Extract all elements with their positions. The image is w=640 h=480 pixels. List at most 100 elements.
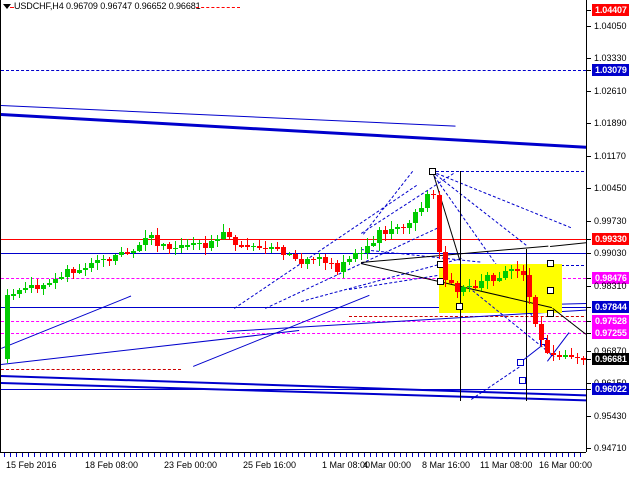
candle-wick [127, 248, 128, 256]
level-red-dash-mid [349, 316, 586, 317]
marker-box-mid[interactable] [547, 287, 554, 294]
candle-wick [451, 273, 452, 285]
time-tick [544, 453, 545, 457]
time-tick [196, 453, 197, 457]
time-tick [178, 453, 179, 457]
candle-wick [61, 272, 62, 281]
time-tick [214, 453, 215, 457]
time-tick [286, 453, 287, 457]
candle-body [371, 243, 376, 247]
time-tick [376, 453, 377, 457]
time-tick [274, 453, 275, 457]
title-dash-left [10, 7, 14, 8]
marker-box-left[interactable] [437, 278, 444, 285]
level-0.97255 [1, 333, 586, 334]
candle-body [185, 245, 190, 247]
time-tick [154, 453, 155, 457]
marker-low-left[interactable] [456, 303, 463, 310]
time-tick [334, 453, 335, 457]
time-tick [238, 453, 239, 457]
candle-body [479, 281, 484, 288]
time-tick [346, 453, 347, 457]
price-tick [587, 188, 591, 189]
time-tick [58, 453, 59, 457]
candle-body [569, 354, 574, 357]
candle-body [167, 244, 172, 250]
candle-wick [499, 271, 500, 283]
candle-wick [247, 237, 248, 251]
time-tick [532, 453, 533, 457]
time-tick [148, 453, 149, 457]
candle-body [467, 285, 472, 288]
time-tick [412, 453, 413, 457]
price-tick [587, 448, 591, 449]
marker-peak[interactable] [429, 168, 436, 175]
marker-forecast-2[interactable] [519, 377, 526, 384]
black-vertical-drop [460, 171, 461, 401]
time-tick [382, 453, 383, 457]
time-tick [472, 453, 473, 457]
title-dash-right [196, 7, 240, 8]
candle-body [503, 270, 508, 278]
marker-box-br[interactable] [547, 310, 554, 317]
candle-wick [199, 239, 200, 251]
time-axis-line [0, 452, 586, 453]
candle-body [65, 269, 70, 277]
time-tick [28, 453, 29, 457]
candle-body [287, 253, 292, 256]
chart-title: USDCHF,H4 0.96709 0.96747 0.96652 0.9668… [14, 1, 201, 11]
candle-body [425, 193, 430, 208]
candle-body [395, 226, 400, 229]
time-tick [502, 453, 503, 457]
candle-body [461, 287, 466, 293]
ascending-trend-1 [1, 330, 300, 365]
forecast-leg-4 [471, 366, 520, 400]
candle-body [305, 258, 310, 265]
marker-forecast-1[interactable] [517, 359, 524, 366]
price-tick [587, 70, 591, 71]
time-tick [352, 453, 353, 457]
marker-box-tr[interactable] [547, 260, 554, 267]
time-tick [250, 453, 251, 457]
price-label-0.96870: 0.96870 [594, 346, 627, 356]
time-tick [16, 453, 17, 457]
time-tick [370, 453, 371, 457]
candle-wick [313, 256, 314, 264]
time-tick [46, 453, 47, 457]
time-tick [172, 453, 173, 457]
price-label-1.00450: 1.00450 [594, 183, 627, 193]
candle-body [557, 355, 562, 358]
time-tick [484, 453, 485, 457]
candle-body [23, 288, 28, 290]
candle-body [377, 229, 382, 244]
time-tick [520, 453, 521, 457]
price-label-1.02610: 1.02610 [594, 86, 627, 96]
candle-body [491, 274, 496, 281]
time-tick [112, 453, 113, 457]
time-tick [460, 453, 461, 457]
time-tick [160, 453, 161, 457]
collapse-caret-icon[interactable] [3, 4, 11, 9]
time-tick [358, 453, 359, 457]
candle-body [509, 268, 514, 271]
candle-wick [103, 255, 104, 267]
candle-body [197, 242, 202, 245]
candle-body [335, 263, 340, 272]
time-tick [508, 453, 509, 457]
candle-body [329, 262, 334, 265]
level-0.97528 [1, 321, 586, 322]
time-tick [142, 453, 143, 457]
candle-body [407, 223, 412, 229]
time-tick [88, 453, 89, 457]
price-tick [587, 253, 591, 254]
candle-body [359, 252, 364, 255]
time-label: 11 Mar 08:00 [480, 460, 533, 470]
candle-body [275, 247, 280, 249]
candle-body [71, 269, 76, 273]
candle-body [179, 245, 184, 248]
candle-body [455, 282, 460, 293]
time-tick [52, 453, 53, 457]
time-tick [538, 453, 539, 457]
time-tick [448, 453, 449, 457]
